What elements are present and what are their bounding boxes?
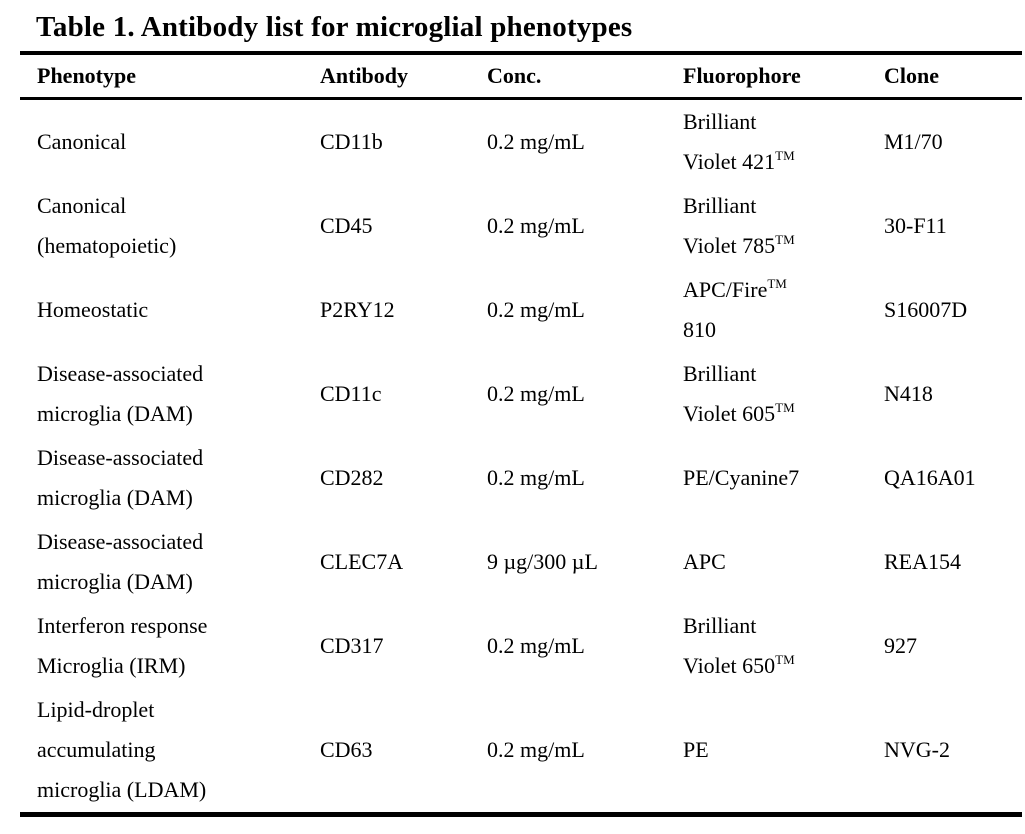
cell-clone: QA16A01: [884, 465, 976, 490]
cell-antibody: CLEC7A: [320, 549, 404, 574]
cell-conc: 0.2 mg/mL: [487, 297, 585, 322]
cell-antibody: CD45: [320, 213, 373, 238]
column-header-phenotype: Phenotype: [20, 53, 320, 100]
trademark-superscript: TM: [775, 652, 795, 667]
cell-phenotype: Homeostatic: [37, 297, 149, 322]
cell-fluorophore: Brilliant Violet 785TM: [683, 193, 795, 258]
cell-clone: 30-F11: [884, 213, 947, 238]
cell-clone: S16007D: [884, 297, 968, 322]
cell-phenotype: Canonical (hematopoietic): [37, 193, 177, 258]
column-header-conc: Conc.: [487, 53, 683, 100]
cell-conc: 0.2 mg/mL: [487, 633, 585, 658]
trademark-superscript: TM: [775, 148, 795, 163]
cell-antibody: P2RY12: [320, 297, 395, 322]
cell-phenotype: Interferon response Microglia (IRM): [37, 613, 208, 678]
cell-fluorophore: PE: [683, 737, 709, 762]
cell-antibody: CD317: [320, 633, 384, 658]
cell-fluorophore: APC: [683, 549, 726, 574]
cell-clone: M1/70: [884, 129, 943, 154]
trademark-superscript: TM: [775, 400, 795, 415]
cell-clone: 927: [884, 633, 917, 658]
cell-conc: 0.2 mg/mL: [487, 381, 585, 406]
cell-phenotype: Lipid-droplet accumulating microglia (LDAM…: [37, 697, 207, 802]
table-header: Phenotype Antibody Conc. Fluorophore Clone: [20, 53, 1022, 100]
cell-phenotype: Disease-associated microglia (DAM): [37, 361, 204, 426]
trademark-superscript: TM: [775, 232, 795, 247]
table-row: Disease-associated microglia (DAM) CD11c 0.…: [20, 352, 1022, 436]
cell-clone: N418: [884, 381, 933, 406]
table-row: Interferon response Microglia (IRM) CD317 0…: [20, 604, 1022, 688]
table-row: Disease-associated microglia (DAM) CLEC7A 9…: [20, 520, 1022, 604]
cell-fluorophore: APC/FireTM 810: [683, 276, 787, 342]
table-row: Disease-associated microglia (DAM) CD282 0.…: [20, 436, 1022, 520]
cell-fluorophore: PE/Cyanine7: [683, 465, 800, 490]
table-row: Homeostatic P2RY12 0.2 mg/mL APC/FireTM 810 S…: [20, 268, 1022, 352]
column-header-clone: Clone: [884, 53, 1022, 100]
cell-phenotype: Canonical: [37, 129, 127, 154]
cell-phenotype: Disease-associated microglia (DAM): [37, 529, 204, 594]
table-body: Canonical CD11b 0.2 mg/mL Brilliant Violet 4…: [20, 99, 1022, 815]
cell-fluorophore: Brilliant Violet 650TM: [683, 613, 795, 678]
column-header-antibody: Antibody: [320, 53, 487, 100]
cell-fluorophore: Brilliant Violet 605TM: [683, 361, 795, 426]
table-row: Canonical (hematopoietic) CD45 0.2 mg/mL Bri…: [20, 184, 1022, 268]
cell-conc: 0.2 mg/mL: [487, 737, 585, 762]
table-row: Canonical CD11b 0.2 mg/mL Brilliant Violet 4…: [20, 99, 1022, 185]
cell-antibody: CD11c: [320, 381, 382, 406]
cell-clone: REA154: [884, 549, 961, 574]
cell-antibody: CD63: [320, 737, 373, 762]
cell-clone: NVG-2: [884, 737, 950, 762]
column-header-fluorophore: Fluorophore: [683, 53, 884, 100]
cell-conc: 0.2 mg/mL: [487, 465, 585, 490]
antibody-table: Phenotype Antibody Conc. Fluorophore Clone C…: [20, 51, 1022, 817]
cell-conc: 9 µg/300 µL: [487, 549, 598, 574]
header-row: Phenotype Antibody Conc. Fluorophore Clone: [20, 53, 1022, 100]
cell-phenotype: Disease-associated microglia (DAM): [37, 445, 204, 510]
cell-antibody: CD282: [320, 465, 384, 490]
table-row: Lipid-droplet accumulating microglia (LDAM…: [20, 688, 1022, 815]
cell-antibody: CD11b: [320, 129, 383, 154]
table-title: Table 1. Antibody list for microglial ph…: [36, 11, 633, 43]
cell-conc: 0.2 mg/mL: [487, 129, 585, 154]
cell-conc: 0.2 mg/mL: [487, 213, 585, 238]
cell-fluorophore: Brilliant Violet 421TM: [683, 109, 795, 174]
trademark-superscript: TM: [767, 276, 787, 291]
